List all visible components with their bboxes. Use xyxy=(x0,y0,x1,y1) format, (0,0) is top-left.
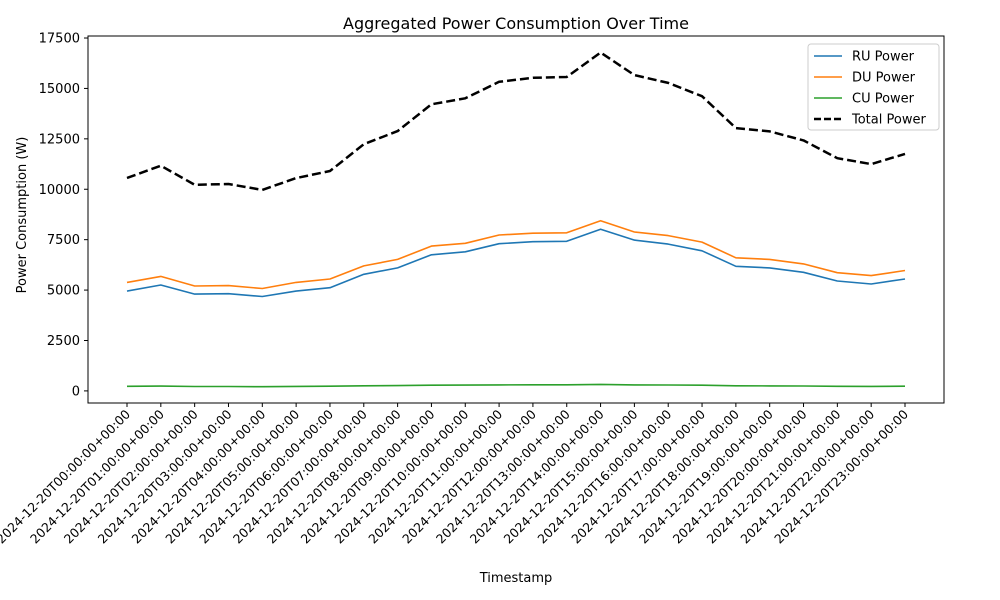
plot-frame xyxy=(87,35,945,404)
legend-label: Total Power xyxy=(851,113,926,128)
y-axis-label: Power Consumption (W) xyxy=(15,137,30,294)
series-line-du-power xyxy=(126,219,906,290)
legend-label: RU Power xyxy=(852,50,915,65)
series-line-total-power xyxy=(126,51,906,192)
legend-box xyxy=(807,43,940,131)
y-tick-label: 10000 xyxy=(39,183,80,198)
y-tick-label: 15000 xyxy=(39,82,80,97)
series-line-cu-power xyxy=(126,383,906,388)
plot-area xyxy=(126,51,906,388)
series-line-ru-power xyxy=(126,228,906,298)
y-tick-label: 12500 xyxy=(39,132,80,147)
legend-label: CU Power xyxy=(852,92,915,107)
y-tick-label: 17500 xyxy=(39,32,80,47)
y-tick-label: 5000 xyxy=(47,284,80,299)
y-tick-label: 7500 xyxy=(47,233,80,248)
legend-label: DU Power xyxy=(852,71,916,86)
chart-title: Aggregated Power Consumption Over Time xyxy=(343,14,689,33)
y-tick-label: 2500 xyxy=(47,334,80,349)
x-axis-label: Timestamp xyxy=(479,571,553,586)
legend: RU Power DU Power CU Power Total Power xyxy=(807,43,940,131)
y-tick-label: 0 xyxy=(72,384,80,399)
